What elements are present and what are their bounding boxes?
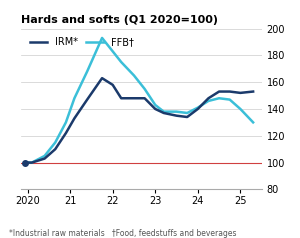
Legend: IRM*, FFB†: IRM*, FFB† [26, 33, 138, 51]
Text: Hards and softs (Q1 2020=100): Hards and softs (Q1 2020=100) [21, 15, 218, 25]
Text: *Industrial raw materials   †Food, feedstuffs and beverages: *Industrial raw materials †Food, feedstu… [9, 229, 236, 238]
